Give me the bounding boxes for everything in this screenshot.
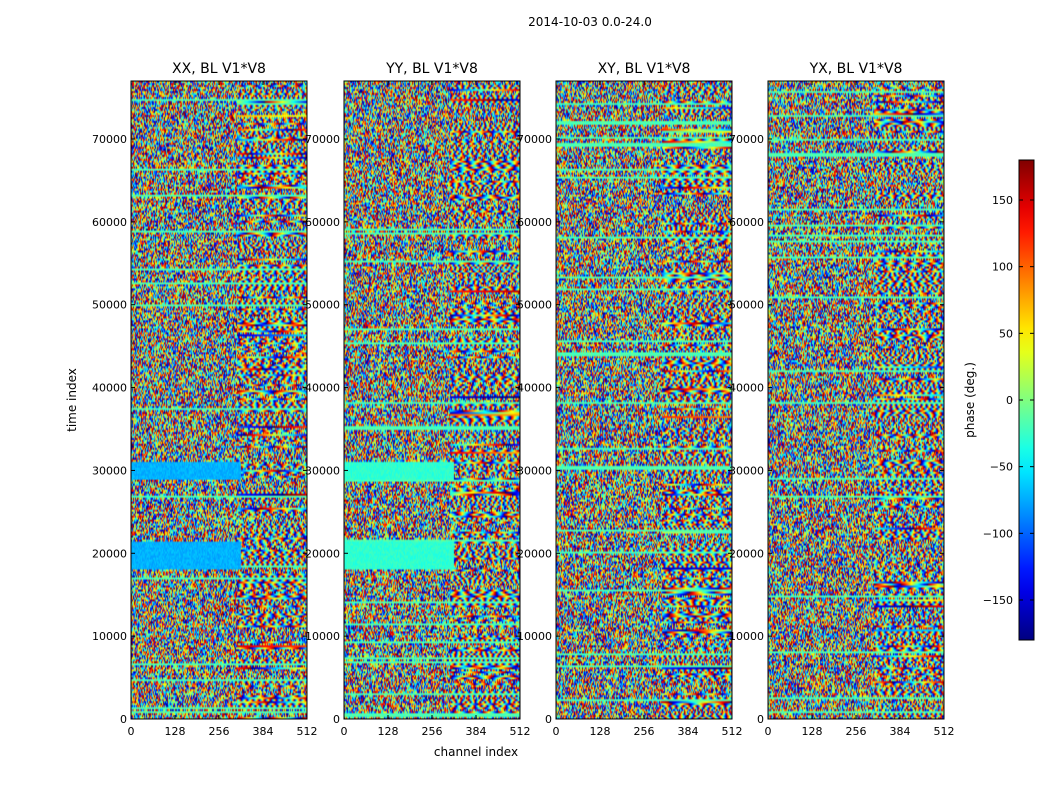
x-tick-label: 384 <box>253 725 274 738</box>
x-tick-label: 512 <box>722 725 743 738</box>
heatmap-image <box>556 81 732 719</box>
heatmap-image <box>131 81 307 719</box>
colorbar-tick-label: 150 <box>992 194 1013 207</box>
x-tick-label: 0 <box>765 725 772 738</box>
y-tick-label: 30000 <box>517 464 552 477</box>
y-tick-label: 30000 <box>92 464 127 477</box>
panel-yx: YX, BL V1*V8 0 128 256 384 512 0 10000 20000 3000… <box>729 61 955 738</box>
x-tick-label: 256 <box>846 725 867 738</box>
y-tick-label: 10000 <box>305 630 340 643</box>
panel-title: XY, BL V1*V8 <box>598 61 691 77</box>
heatmap-image <box>344 81 520 719</box>
y-tick-label: 0 <box>120 713 127 726</box>
y-tick-label: 0 <box>757 713 764 726</box>
y-tick-label: 60000 <box>517 216 552 229</box>
colorbar-tick-label: 0 <box>1006 394 1013 407</box>
x-tick-label: 256 <box>209 725 230 738</box>
x-tick-label: 256 <box>422 725 443 738</box>
x-tick-label: 0 <box>341 725 348 738</box>
panel-title: XX, BL V1*V8 <box>172 61 266 77</box>
x-tick-label: 128 <box>378 725 399 738</box>
panel-xx: XX, BL V1*V8 0 128 256 384 512 0 10000 20000 3000… <box>92 61 318 738</box>
x-tick-label: 128 <box>802 725 823 738</box>
x-tick-label: 128 <box>165 725 186 738</box>
y-tick-label: 10000 <box>517 630 552 643</box>
y-tick-label: 40000 <box>729 382 764 395</box>
colorbar-tick-label: −150 <box>983 594 1013 607</box>
y-tick-label: 50000 <box>92 299 127 312</box>
y-tick-label: 20000 <box>92 547 127 560</box>
y-tick-label: 20000 <box>517 547 552 560</box>
colorbar: 150 100 50 0 −50 −100 −150 phase (deg.) <box>963 159 1035 641</box>
heatmap-image <box>768 81 944 719</box>
x-tick-label: 384 <box>890 725 911 738</box>
x-tick-label: 512 <box>934 725 955 738</box>
colorbar-label: phase (deg.) <box>963 362 977 438</box>
colorbar-tick-label: 100 <box>992 261 1013 274</box>
y-tick-label: 70000 <box>517 133 552 146</box>
y-tick-label: 70000 <box>92 133 127 146</box>
x-tick-label: 128 <box>590 725 611 738</box>
y-tick-label: 40000 <box>92 382 127 395</box>
y-tick-label: 50000 <box>305 299 340 312</box>
y-axis-label: time index <box>65 368 79 432</box>
colorbar-tick-label: −50 <box>990 461 1013 474</box>
x-tick-label: 512 <box>510 725 531 738</box>
panel-title: YX, BL V1*V8 <box>809 61 903 77</box>
y-tick-label: 10000 <box>92 630 127 643</box>
y-tick-label: 70000 <box>729 133 764 146</box>
x-tick-label: 256 <box>634 725 655 738</box>
panel-title: YY, BL V1*V8 <box>385 61 478 77</box>
y-tick-label: 60000 <box>92 216 127 229</box>
panel-group: XX, BL V1*V8 0 128 256 384 512 0 10000 20000 3000… <box>92 61 955 738</box>
y-tick-label: 40000 <box>305 382 340 395</box>
x-tick-label: 0 <box>553 725 560 738</box>
y-tick-label: 20000 <box>729 547 764 560</box>
y-tick-label: 40000 <box>517 382 552 395</box>
y-tick-label: 30000 <box>729 464 764 477</box>
x-tick-label: 384 <box>466 725 487 738</box>
x-tick-label: 0 <box>128 725 135 738</box>
y-tick-label: 10000 <box>729 630 764 643</box>
x-tick-label: 512 <box>297 725 318 738</box>
y-tick-label: 0 <box>545 713 552 726</box>
y-tick-label: 0 <box>333 713 340 726</box>
y-tick-label: 50000 <box>517 299 552 312</box>
y-tick-label: 70000 <box>305 133 340 146</box>
panel-xy: XY, BL V1*V8 0 128 256 384 512 0 10000 20000 3000… <box>517 61 743 738</box>
y-tick-label: 20000 <box>305 547 340 560</box>
figure-suptitle: 2014-10-03 0.0-24.0 <box>528 15 652 29</box>
colorbar-tick-label: −100 <box>983 527 1013 540</box>
y-tick-label: 50000 <box>729 299 764 312</box>
x-axis-label: channel index <box>434 745 518 759</box>
y-tick-label: 30000 <box>305 464 340 477</box>
y-tick-label: 60000 <box>729 216 764 229</box>
y-tick-label: 60000 <box>305 216 340 229</box>
colorbar-tick-label: 50 <box>999 327 1013 340</box>
x-tick-label: 384 <box>678 725 699 738</box>
panel-yy: YY, BL V1*V8 0 128 256 384 512 0 10000 20000 3000… <box>305 61 531 738</box>
